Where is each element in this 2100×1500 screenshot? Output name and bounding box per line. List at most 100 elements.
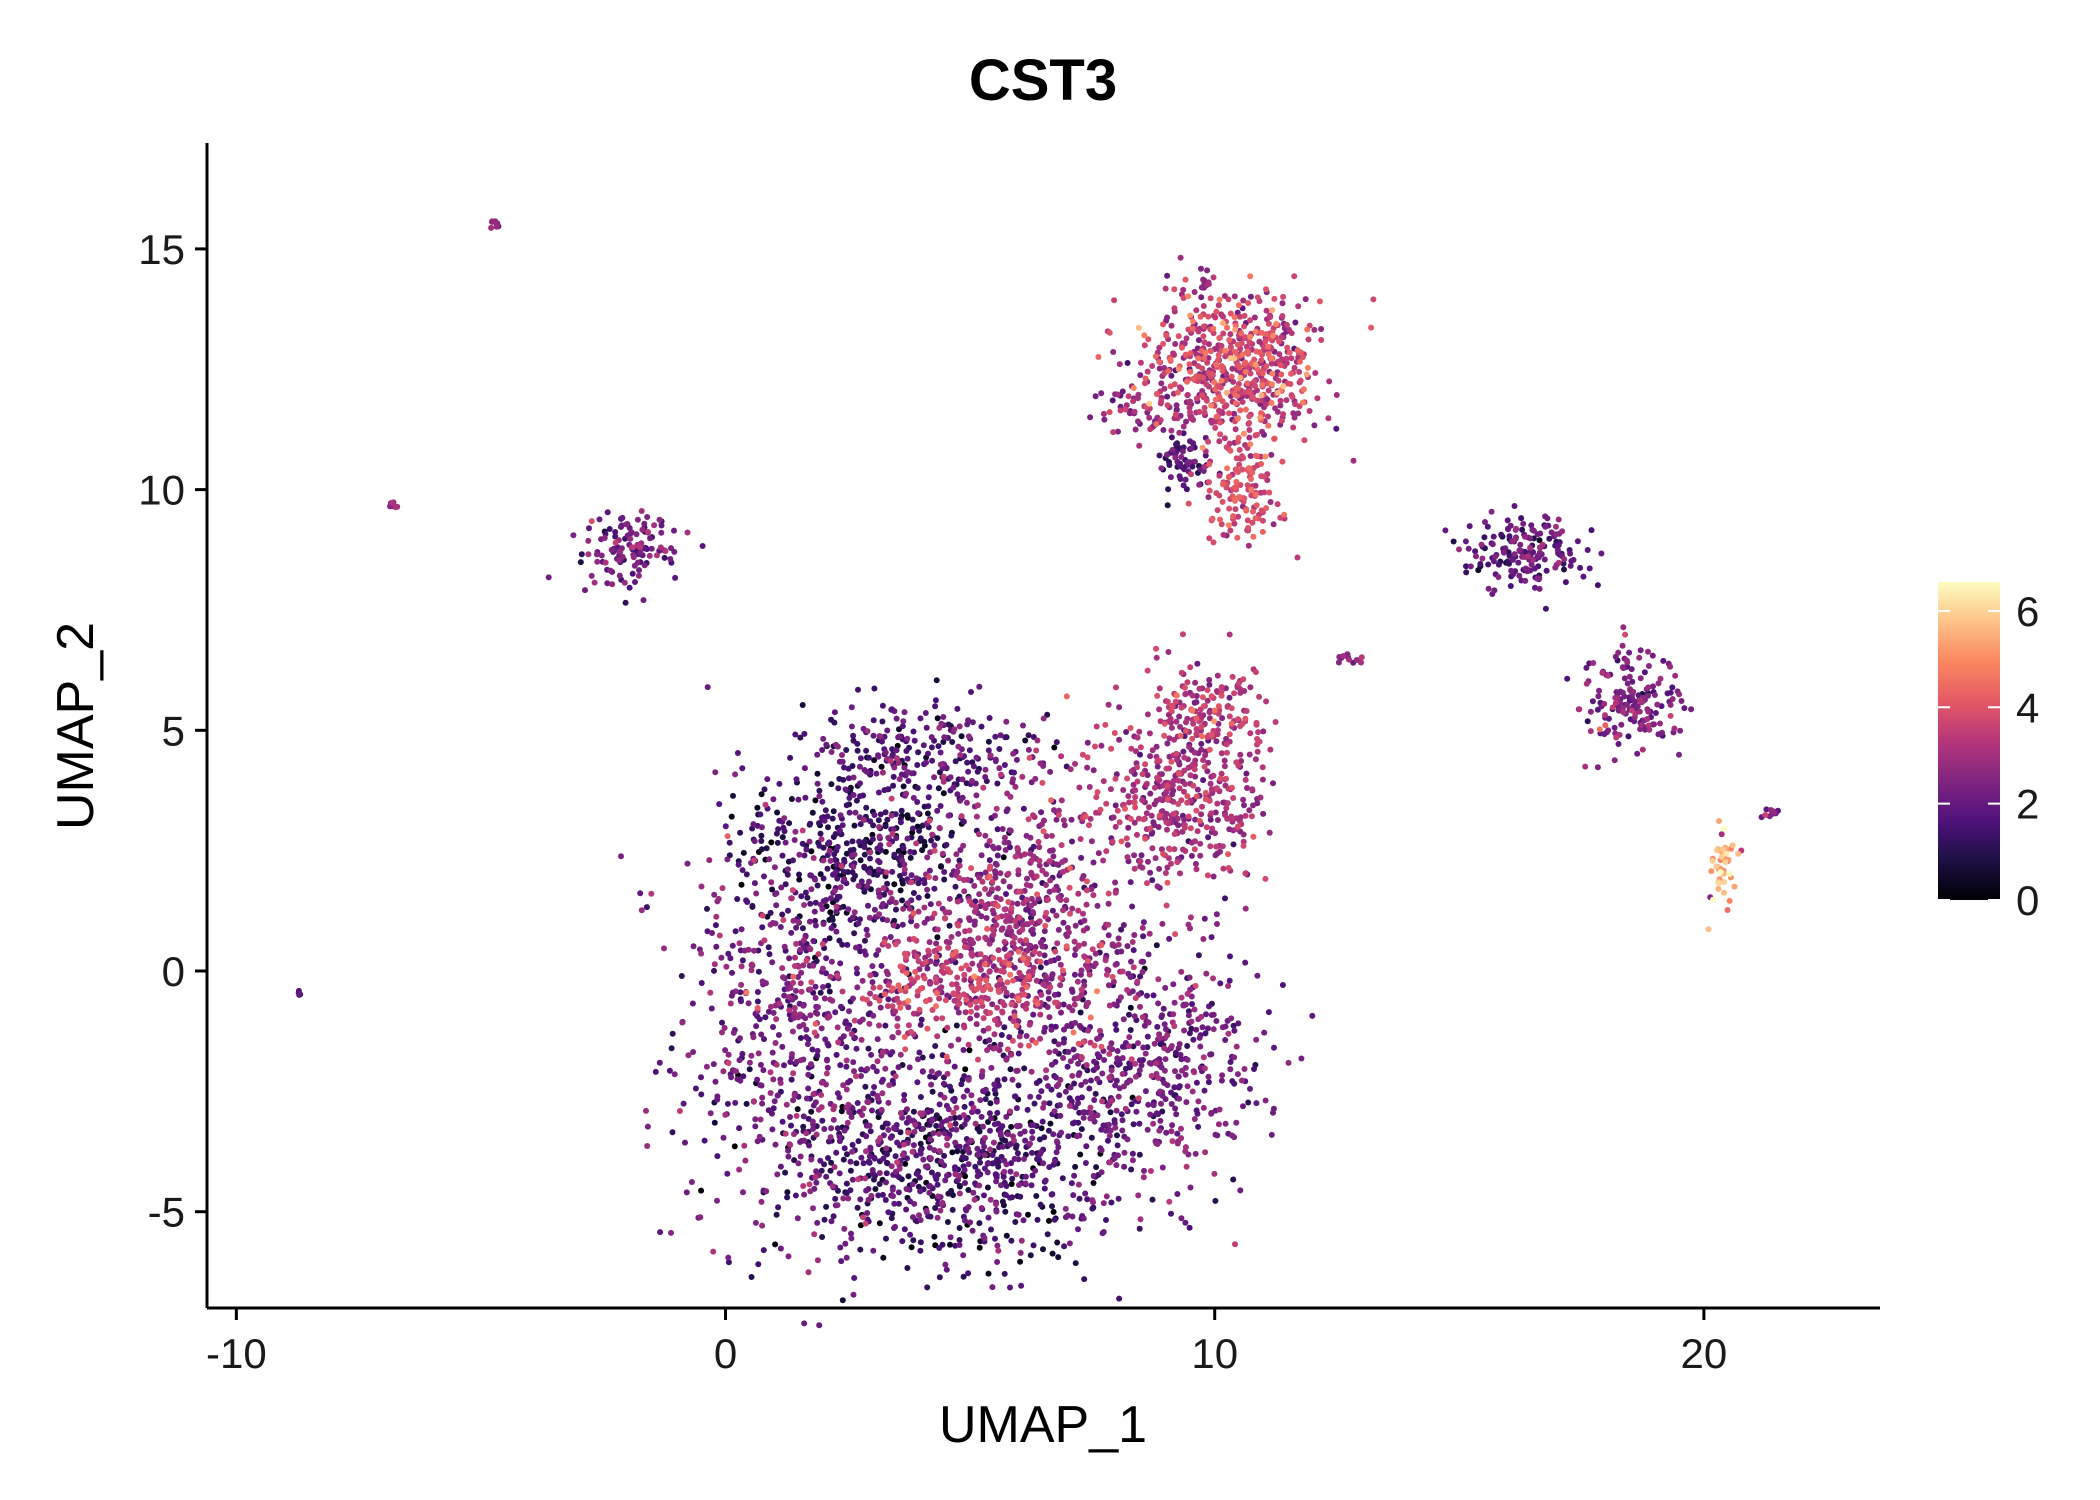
cell-point [1259,428,1266,435]
cell-point [1226,713,1233,720]
cell-point [1559,528,1566,535]
cell-point [812,983,819,990]
cell-point [776,780,783,787]
cell-point [1078,854,1085,861]
cell-point [843,1063,850,1070]
cell-point [924,810,931,817]
cell-point [949,981,955,988]
cell-point [746,1066,753,1073]
cell-point [1131,819,1138,826]
cell-point [1037,1011,1044,1018]
cell-point [1129,1150,1136,1157]
cell-point [1014,845,1021,851]
cell-point [825,1155,831,1161]
cell-point [933,1122,940,1129]
cell-point [1651,692,1658,698]
cell-point [1048,1026,1055,1033]
cell-point [1214,817,1221,823]
cell-point [907,854,914,861]
cell-point [917,1247,924,1254]
cell-point [890,922,897,929]
cell-point [1637,675,1644,682]
cell-point [965,768,972,775]
cell-point [854,747,861,754]
cell-point [795,796,802,803]
cell-point [804,894,811,901]
cell-point [844,941,851,948]
cell-point [1011,1155,1018,1162]
cell-point [1174,859,1181,866]
cell-point [769,1126,776,1133]
cell-point [1007,1108,1014,1115]
cell-point [1090,1172,1097,1179]
cell-point [1227,527,1234,534]
cell-point [1177,384,1183,391]
cell-point [1003,1192,1009,1199]
cell-point [989,878,996,885]
cell-point [1153,654,1160,661]
cell-point [1062,1205,1069,1212]
cell-point [1081,917,1088,924]
cell-point [1038,991,1045,998]
cell-point [753,1023,760,1030]
cell-point [978,913,985,920]
cell-point [711,961,718,968]
cell-point [905,1129,912,1136]
cell-point [1034,737,1041,744]
cell-point [911,1200,918,1207]
cell-point [1038,809,1045,816]
cell-point [819,1234,826,1240]
cell-point [803,1130,810,1137]
cell-point [779,852,786,859]
cell-point [885,943,892,949]
cell-point [1092,960,1099,967]
cell-point [1002,1208,1009,1215]
cell-point [910,794,917,801]
cell-point [1084,764,1091,771]
cell-point [1054,1239,1061,1246]
cell-point [1069,905,1076,912]
cell-point [1207,816,1214,823]
cell-point [897,1110,904,1116]
cell-point [1045,988,1052,995]
cell-point [991,1086,998,1093]
cell-point [896,999,903,1006]
cell-point [1202,752,1209,759]
cell-point [1171,1023,1178,1030]
cell-point [713,913,720,920]
cell-point [1283,397,1290,404]
cell-point [900,783,907,790]
cell-point [999,1008,1006,1015]
cell-point [1069,1072,1076,1079]
cell-point [907,1231,914,1238]
cell-point [1060,919,1067,926]
cell-point [892,1153,899,1160]
cell-point [854,740,861,747]
cell-point [1203,824,1210,831]
cell-point [901,866,908,873]
cell-point [944,1135,951,1142]
cell-point [1614,695,1621,701]
cell-point [604,509,611,516]
cell-point [977,1159,983,1166]
cell-point [1253,719,1260,726]
cell-point [982,1086,989,1093]
cell-point [1195,952,1202,959]
cell-point [946,922,953,929]
cell-point [1180,631,1186,638]
cell-point [1654,701,1661,708]
cell-point [941,1152,948,1159]
cell-point [904,835,911,842]
cell-point [847,1158,854,1165]
cell-point [1542,513,1549,520]
cell-point [862,1175,869,1182]
cell-point [849,914,856,921]
cell-point [803,1026,810,1033]
cell-point [1629,707,1635,714]
cell-point [1283,321,1290,328]
cell-point [935,1193,942,1200]
cell-point [1078,967,1085,974]
cell-point [1171,831,1178,837]
cell-point [827,1167,834,1174]
cell-point [808,872,815,879]
